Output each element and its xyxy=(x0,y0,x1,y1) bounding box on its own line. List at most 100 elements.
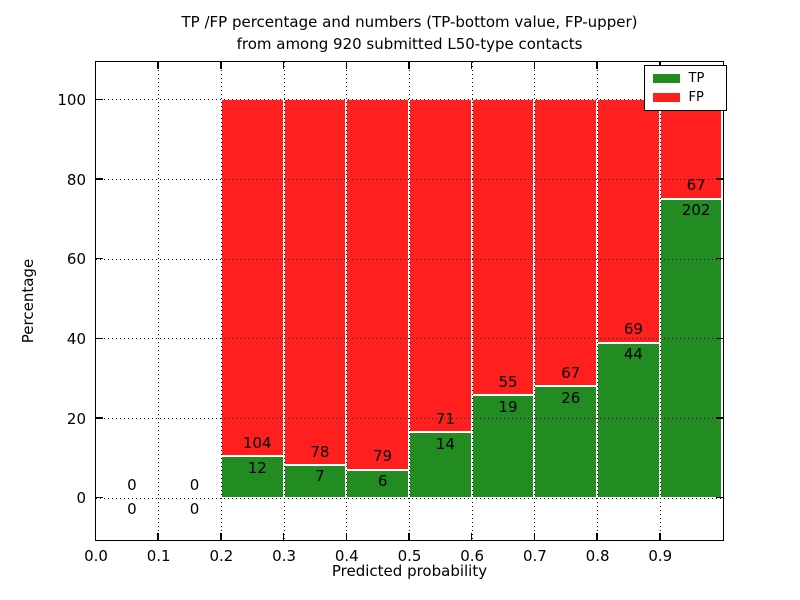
y-tick-label: 60 xyxy=(66,250,86,269)
y-axis-tick xyxy=(95,178,103,180)
tp-count-label: 7 xyxy=(315,467,325,486)
x-axis-tick xyxy=(220,532,222,540)
x-axis-top-tick xyxy=(94,61,97,69)
tp-count-label: 44 xyxy=(623,345,643,364)
x-axis-top-tick xyxy=(596,61,598,69)
bar-tp-segment xyxy=(346,469,409,498)
fp-count-label: 71 xyxy=(435,409,455,428)
vertical-gridline xyxy=(283,61,285,540)
tp-count-label: 6 xyxy=(377,472,388,491)
x-axis-top-tick xyxy=(220,61,222,69)
y-axis-right-tick xyxy=(715,257,723,260)
tp-count-label: 202 xyxy=(681,201,711,220)
x-tick-label: 0.1 xyxy=(146,547,171,565)
fp-count-label: 55 xyxy=(498,373,518,392)
x-axis-tick xyxy=(408,532,410,540)
horizontal-gridline xyxy=(95,497,723,499)
vertical-gridline xyxy=(534,61,536,540)
x-tick-label: 0.4 xyxy=(334,547,359,565)
y-axis-right-tick xyxy=(715,417,723,419)
x-axis-top-tick xyxy=(157,61,159,69)
x-axis-label: Predicted probability xyxy=(331,562,488,580)
legend-swatch-fp xyxy=(652,92,680,102)
plot-area: 0 0 0 0 104 12 78 7 79 6 71 14 55 19 67 26 69 44 67 202 TP FP xyxy=(94,60,727,541)
vertical-gridline xyxy=(597,61,599,540)
y-tick-label: 20 xyxy=(66,409,86,428)
x-axis-top-tick xyxy=(533,61,536,69)
x-tick-label: 0.9 xyxy=(648,547,673,565)
fp-count-label: 78 xyxy=(310,442,330,461)
fp-count-label: 0 xyxy=(127,475,137,494)
y-tick-label: 0 xyxy=(76,489,86,508)
x-tick-label: 0.7 xyxy=(522,547,547,565)
legend: TP FP xyxy=(643,64,727,111)
chart-title: TP /FP percentage and numbers (TP-bottom… xyxy=(96,11,723,55)
legend-swatch-tp xyxy=(652,73,680,83)
x-axis-tick xyxy=(533,532,536,540)
x-tick-label: 0.0 xyxy=(84,547,108,565)
legend-label-fp: FP xyxy=(688,89,704,105)
x-tick-label: 0.2 xyxy=(209,547,234,565)
y-axis-tick xyxy=(95,496,103,499)
y-tick-label: 80 xyxy=(66,170,86,189)
x-axis-tick xyxy=(659,532,661,540)
y-axis-right-tick xyxy=(715,337,723,340)
y-axis-tick xyxy=(95,98,103,101)
legend-item-tp: TP xyxy=(652,70,719,86)
bar-fp-segment xyxy=(220,99,284,457)
y-tick-label: 100 xyxy=(57,90,86,109)
x-axis-tick xyxy=(470,532,473,540)
tp-count-label: 26 xyxy=(561,388,581,407)
y-axis-right-tick xyxy=(715,178,723,180)
x-tick-label: 0.5 xyxy=(397,547,422,565)
horizontal-gridline xyxy=(95,418,723,419)
x-axis-top-tick xyxy=(345,61,348,69)
vertical-gridline xyxy=(158,61,160,540)
fp-count-label: 0 xyxy=(189,475,200,494)
bar-fp-segment xyxy=(346,99,409,470)
chart-title-line2: from among 920 submitted L50-type contac… xyxy=(236,35,583,53)
x-axis-tick xyxy=(157,532,159,540)
tp-count-label: 19 xyxy=(498,397,518,416)
y-axis-label: Percentage xyxy=(19,258,37,344)
legend-item-fp: FP xyxy=(652,89,719,105)
y-axis-right-tick xyxy=(715,496,723,499)
horizontal-gridline xyxy=(95,179,723,180)
horizontal-gridline xyxy=(95,99,723,101)
vertical-gridline xyxy=(346,61,348,540)
x-axis-top-tick xyxy=(470,61,473,69)
x-axis-tick xyxy=(596,532,598,540)
x-axis-tick xyxy=(282,532,285,540)
bar-fp-segment xyxy=(283,99,347,465)
bar-tp-segment xyxy=(659,198,723,498)
bar-tp-segment xyxy=(471,395,535,498)
horizontal-gridline xyxy=(95,258,723,260)
fp-count-label: 67 xyxy=(561,364,581,383)
bar-fp-segment xyxy=(471,99,535,396)
y-axis-tick xyxy=(95,417,103,419)
vertical-gridline xyxy=(220,61,222,540)
vertical-gridline xyxy=(659,61,661,540)
x-tick-label: 0.6 xyxy=(460,547,485,565)
horizontal-gridline xyxy=(95,338,723,340)
tp-count-label: 14 xyxy=(435,434,455,453)
x-tick-label: 0.3 xyxy=(272,547,297,565)
x-axis-top-tick xyxy=(408,61,410,69)
tp-count-label: 12 xyxy=(247,459,267,478)
fp-count-label: 67 xyxy=(686,176,706,195)
x-axis-tick xyxy=(94,532,97,540)
vertical-gridline xyxy=(409,61,410,540)
bar-tp-segment xyxy=(534,386,598,498)
y-tick-label: 40 xyxy=(66,329,86,348)
fp-count-label: 69 xyxy=(623,320,643,339)
x-tick-label: 0.8 xyxy=(585,547,610,565)
y-axis-tick xyxy=(95,337,103,340)
tp-count-label: 0 xyxy=(189,500,200,519)
fp-count-label: 79 xyxy=(373,447,393,466)
y-axis-tick xyxy=(95,257,103,260)
chart-title-line1: TP /FP percentage and numbers (TP-bottom… xyxy=(181,13,638,31)
x-axis-top-tick xyxy=(282,61,285,69)
legend-label-tp: TP xyxy=(688,70,705,86)
tp-count-label: 0 xyxy=(127,500,137,519)
